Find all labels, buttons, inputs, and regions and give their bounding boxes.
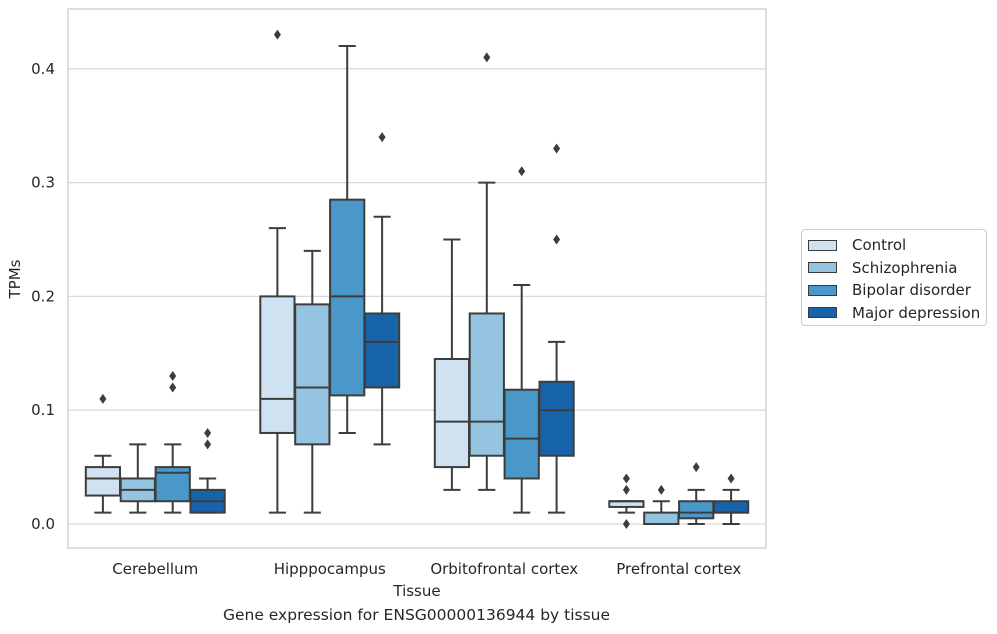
legend-label: Control [852,236,907,255]
x-tick-label: Prefrontal cortex [616,560,741,578]
iqr-box [294,303,331,446]
plot-area [67,8,767,549]
iqr-box [678,500,715,520]
legend-item: Schizophrenia [808,257,986,280]
legend-swatch [808,284,837,296]
iqr-box [259,295,296,434]
y-tick-label: 0.1 [31,401,55,419]
box-bipolar-disorder [329,45,366,434]
x-tick-label: Orbitofrontal cortex [430,560,578,578]
box-control [608,473,645,529]
y-tick-label: 0.2 [31,287,55,305]
box-schizophrenia [468,52,505,491]
x-tick-labels: Cerebellum Hipppocampus Orbitofrontal cort… [112,560,741,578]
outlier-point [204,439,212,450]
outlier-point [727,473,735,484]
outlier-point [622,473,630,484]
outlier-point [204,427,212,438]
y-tick-label: 0.3 [31,174,55,192]
iqr-box [363,312,401,389]
outlier-point [99,393,107,404]
outlier-point [169,371,177,382]
legend-swatch [808,307,837,319]
outlier-point [622,484,630,495]
y-tick-label: 0.4 [31,60,55,78]
legend-label: Schizophrenia [852,258,958,277]
iqr-box [329,198,366,397]
x-tick-label: Cerebellum [112,560,198,578]
box-schizophrenia [294,249,331,514]
outlier-point [169,382,177,393]
legend-item: Bipolar disorder [808,279,986,302]
box-major-depression [538,143,575,514]
iqr-box [643,511,680,525]
legend-label: Major depression [852,303,981,322]
y-tick-label: 0.0 [31,515,55,533]
outlier-point [483,52,491,63]
iqr-box [712,500,750,514]
outlier-point [657,484,665,495]
legend-item: Control [808,234,986,257]
iqr-box [468,312,505,457]
outlier-point [273,29,281,40]
x-tick-label: Hipppocampus [274,560,386,578]
box-major-depression [189,427,226,514]
box-control [259,29,296,514]
outlier-point [553,143,561,154]
box-control [433,238,471,491]
y-tick-labels: 0.0 0.1 0.2 0.3 0.4 [31,60,55,533]
legend-item: Major depression [808,302,986,325]
x-axis-label: Tissue [392,582,440,600]
figure-caption: Gene expression for ENSG00000136944 by t… [222,606,611,624]
outlier-point [692,462,700,473]
legend-swatch [808,239,837,251]
box-control [84,393,122,514]
box-schizophrenia [643,484,680,525]
iqr-box [538,380,575,457]
outlier-point [378,132,386,143]
iqr-box [84,466,122,497]
box-bipolar-disorder [678,462,715,525]
outlier-point [622,519,630,529]
iqr-box [503,388,540,480]
outlier-point [518,166,526,177]
box-bipolar-disorder [154,371,191,514]
box-major-depression [712,473,750,525]
box-major-depression [363,132,401,446]
legend-swatch [808,262,837,274]
y-axis-label: TPMs [6,259,24,299]
legend-label: Bipolar disorder [852,281,971,300]
iqr-box [433,357,471,469]
boxes [84,29,750,529]
outlier-point [553,234,561,245]
legend: Control Schizophrenia Bipolar disorder Majo… [801,229,987,326]
